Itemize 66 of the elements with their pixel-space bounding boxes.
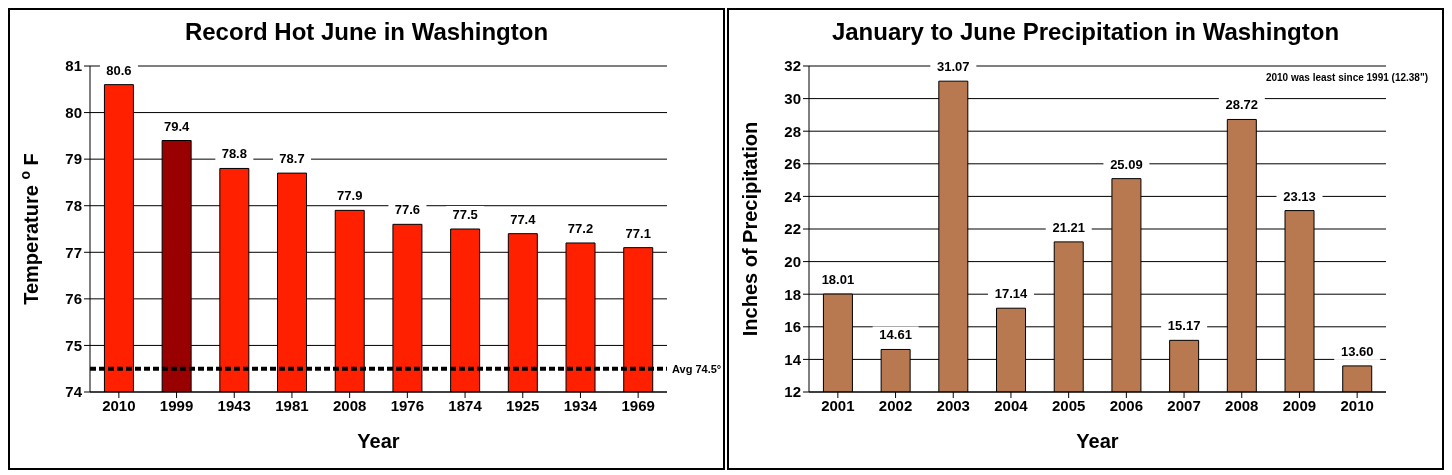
y-tick-label: 24	[784, 187, 802, 205]
x-tick-label: 1969	[621, 396, 655, 414]
x-tick-label: 2010	[102, 396, 136, 414]
data-label: 13.60	[1340, 343, 1374, 359]
chart-title: January to June Precipitation in Washington	[830, 18, 1341, 46]
y-tick-label: 30	[784, 89, 801, 107]
x-tick-label: 2008	[332, 396, 367, 414]
data-label: 28.72	[1225, 97, 1259, 113]
y-tick-label: 16	[784, 318, 801, 336]
x-tick-label: 1943	[217, 396, 251, 414]
data-label: 23.13	[1283, 188, 1316, 204]
x-tick-label: 2001	[821, 396, 855, 414]
y-tick-label: 79	[65, 150, 82, 168]
annotation: 2010 was least since 1991 (12.38")	[1265, 72, 1428, 83]
data-label: 31.07	[937, 59, 970, 75]
y-tick-label: 14	[784, 350, 802, 368]
x-tick-label: 1934	[563, 396, 598, 414]
y-tick-label: 80	[65, 103, 82, 121]
data-label: 77.2	[567, 220, 594, 236]
x-tick-label: 2006	[1109, 396, 1144, 414]
data-label: 21.21	[1052, 219, 1085, 235]
y-tick-label: 75	[65, 336, 82, 354]
y-tick-label: 20	[784, 252, 801, 270]
y-tick-label: 26	[784, 155, 801, 173]
x-tick-label: 1999	[159, 396, 194, 414]
data-label: 79.4	[163, 118, 191, 134]
data-label: 77.6	[394, 202, 421, 218]
data-label: 77.1	[625, 225, 651, 241]
x-tick-label: 2002	[878, 396, 913, 414]
x-tick-label: 1874	[448, 396, 483, 414]
x-tick-label: 1981	[275, 396, 309, 414]
y-tick-label: 18	[784, 285, 801, 303]
y-tick-label: 74	[65, 383, 83, 401]
data-label: 78.7	[279, 151, 305, 167]
x-tick-label: 1976	[390, 396, 425, 414]
y-tick-label: 76	[65, 290, 82, 308]
data-label: 77.4	[510, 211, 537, 227]
chart-title: Record Hot June in Washington	[183, 18, 550, 46]
y-tick-label: 28	[784, 122, 801, 140]
data-label: 78.8	[221, 146, 247, 162]
x-tick-label: 2008	[1225, 396, 1259, 414]
data-label: 25.09	[1110, 156, 1143, 172]
y-axis-title: Inches of Precipitation	[739, 121, 761, 337]
data-label: 77.5	[452, 207, 478, 222]
x-tick-label: 2004	[994, 396, 1029, 414]
y-tick-label: 81	[65, 57, 82, 75]
data-label: 77.9	[337, 188, 363, 204]
x-axis-title: Year	[1076, 430, 1119, 452]
y-tick-label: 78	[65, 197, 82, 215]
x-axis-title: Year	[357, 430, 400, 452]
x-tick-label: 1925	[506, 396, 540, 414]
y-tick-label: 32	[784, 57, 801, 75]
x-tick-label: 2003	[936, 396, 970, 414]
data-label: 17.14	[994, 286, 1029, 302]
data-label: 18.01	[821, 272, 855, 288]
data-label: 14.61	[879, 327, 912, 343]
x-tick-label: 2009	[1282, 396, 1317, 414]
x-tick-label: 2007	[1167, 396, 1201, 414]
x-tick-label: 2010	[1340, 396, 1374, 414]
x-tick-label: 2005	[1051, 396, 1086, 414]
y-tick-label: 77	[65, 243, 82, 261]
data-label: 80.6	[106, 62, 132, 78]
data-label: 15.17	[1167, 318, 1201, 334]
y-tick-label: 12	[784, 383, 801, 401]
y-tick-label: 22	[784, 220, 801, 238]
ref-line-label: Avg 74.5°	[672, 362, 722, 375]
